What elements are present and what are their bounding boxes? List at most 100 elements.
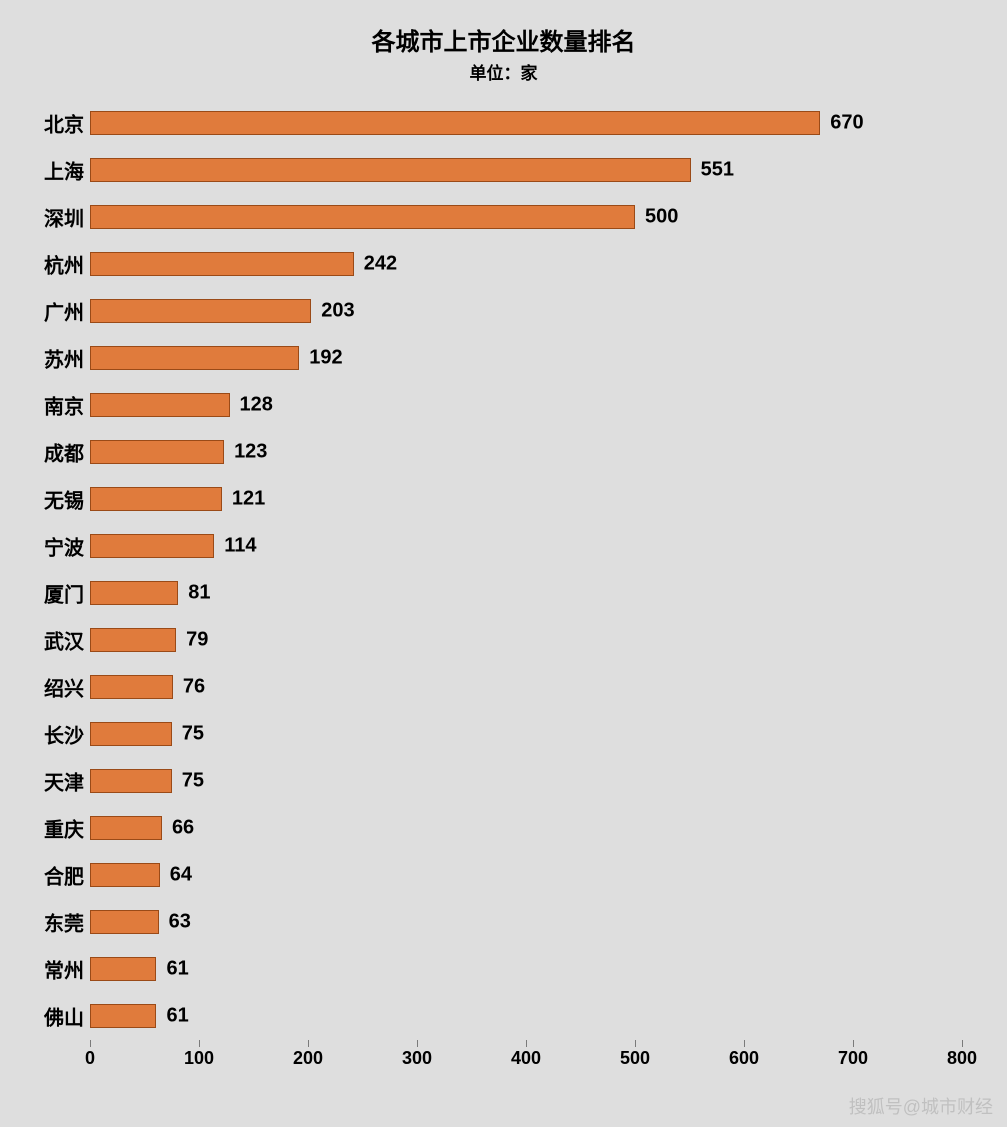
x-tick-mark bbox=[199, 1040, 200, 1047]
x-tick-mark bbox=[744, 1040, 745, 1047]
bar bbox=[90, 863, 160, 887]
bar-row: 武汉79 bbox=[90, 617, 962, 664]
bar-row: 苏州192 bbox=[90, 335, 962, 382]
bar-row: 长沙75 bbox=[90, 711, 962, 758]
bar-row: 无锡121 bbox=[90, 476, 962, 523]
x-tick-label: 600 bbox=[729, 1048, 759, 1069]
bar bbox=[90, 1004, 156, 1028]
bar-value-label: 192 bbox=[309, 347, 342, 370]
plot-area: 北京670上海551深圳500杭州242广州203苏州192南京128成都123… bbox=[90, 100, 962, 1070]
bar-category-label: 苏州 bbox=[0, 344, 84, 373]
bar-value-label: 203 bbox=[321, 300, 354, 323]
bar-row: 杭州242 bbox=[90, 241, 962, 288]
bar bbox=[90, 440, 224, 464]
bar-row: 宁波114 bbox=[90, 523, 962, 570]
bar bbox=[90, 628, 176, 652]
bar-row: 北京670 bbox=[90, 100, 962, 147]
bar-row: 重庆66 bbox=[90, 805, 962, 852]
bar-category-label: 长沙 bbox=[0, 720, 84, 749]
bar-category-label: 无锡 bbox=[0, 485, 84, 514]
x-tick-mark bbox=[962, 1040, 963, 1047]
bar-value-label: 61 bbox=[166, 1005, 188, 1028]
x-tick-label: 400 bbox=[511, 1048, 541, 1069]
bar-category-label: 武汉 bbox=[0, 626, 84, 655]
bar-row: 合肥64 bbox=[90, 852, 962, 899]
bar-category-label: 南京 bbox=[0, 391, 84, 420]
bar-value-label: 81 bbox=[188, 582, 210, 605]
chart-title: 各城市上市企业数量排名 bbox=[0, 22, 1007, 57]
x-tick-label: 800 bbox=[947, 1048, 977, 1069]
bar-category-label: 合肥 bbox=[0, 861, 84, 890]
bar-value-label: 66 bbox=[172, 817, 194, 840]
bar bbox=[90, 534, 214, 558]
bar-category-label: 重庆 bbox=[0, 814, 84, 843]
bar-value-label: 75 bbox=[182, 770, 204, 793]
bar bbox=[90, 393, 230, 417]
bars-region: 北京670上海551深圳500杭州242广州203苏州192南京128成都123… bbox=[90, 100, 962, 1040]
bar bbox=[90, 252, 354, 276]
bar-value-label: 114 bbox=[224, 535, 256, 558]
bar-row: 东莞63 bbox=[90, 899, 962, 946]
bar bbox=[90, 722, 172, 746]
chart-container: 各城市上市企业数量排名 单位：家 北京670上海551深圳500杭州242广州2… bbox=[0, 0, 1007, 1127]
bar-category-label: 佛山 bbox=[0, 1002, 84, 1031]
x-axis: 0100200300400500600700800 bbox=[90, 1040, 962, 1070]
bar-value-label: 76 bbox=[183, 676, 205, 699]
bar-row: 天津75 bbox=[90, 758, 962, 805]
bar-value-label: 121 bbox=[232, 488, 265, 511]
bar bbox=[90, 205, 635, 229]
bar-value-label: 79 bbox=[186, 629, 208, 652]
bar-row: 广州203 bbox=[90, 288, 962, 335]
bar bbox=[90, 346, 299, 370]
bar bbox=[90, 910, 159, 934]
bar-row: 南京128 bbox=[90, 382, 962, 429]
bar-value-label: 123 bbox=[234, 441, 267, 464]
bar-value-label: 61 bbox=[166, 958, 188, 981]
bar-row: 深圳500 bbox=[90, 194, 962, 241]
x-tick-mark bbox=[853, 1040, 854, 1047]
bar-value-label: 128 bbox=[240, 394, 273, 417]
bar-value-label: 242 bbox=[364, 253, 397, 276]
bar-value-label: 75 bbox=[182, 723, 204, 746]
bar-row: 常州61 bbox=[90, 946, 962, 993]
bar bbox=[90, 816, 162, 840]
bar bbox=[90, 299, 311, 323]
bar-value-label: 500 bbox=[645, 206, 678, 229]
bar-row: 厦门81 bbox=[90, 570, 962, 617]
x-tick-label: 200 bbox=[293, 1048, 323, 1069]
x-tick-mark bbox=[90, 1040, 91, 1047]
x-tick-mark bbox=[635, 1040, 636, 1047]
bar-category-label: 深圳 bbox=[0, 203, 84, 232]
bar-category-label: 成都 bbox=[0, 438, 84, 467]
bar-value-label: 64 bbox=[170, 864, 192, 887]
bar-row: 佛山61 bbox=[90, 993, 962, 1040]
bar-category-label: 宁波 bbox=[0, 532, 84, 561]
x-tick-label: 100 bbox=[184, 1048, 214, 1069]
bar-value-label: 551 bbox=[701, 159, 734, 182]
bar-category-label: 东莞 bbox=[0, 908, 84, 937]
chart-subtitle: 单位：家 bbox=[0, 59, 1007, 84]
bar-row: 绍兴76 bbox=[90, 664, 962, 711]
bar bbox=[90, 769, 172, 793]
bar-row: 成都123 bbox=[90, 429, 962, 476]
x-tick-label: 0 bbox=[85, 1048, 95, 1069]
bar bbox=[90, 158, 691, 182]
watermark: 搜狐号@城市财经 bbox=[849, 1093, 993, 1119]
x-tick-mark bbox=[308, 1040, 309, 1047]
bar-category-label: 常州 bbox=[0, 955, 84, 984]
bar-value-label: 670 bbox=[830, 112, 863, 135]
bar bbox=[90, 111, 820, 135]
x-tick-label: 300 bbox=[402, 1048, 432, 1069]
bar-category-label: 北京 bbox=[0, 109, 84, 138]
x-tick-label: 500 bbox=[620, 1048, 650, 1069]
bar bbox=[90, 581, 178, 605]
bar-category-label: 上海 bbox=[0, 156, 84, 185]
x-tick-label: 700 bbox=[838, 1048, 868, 1069]
bar-category-label: 天津 bbox=[0, 767, 84, 796]
bar bbox=[90, 957, 156, 981]
bar-value-label: 63 bbox=[169, 911, 191, 934]
bar-category-label: 广州 bbox=[0, 297, 84, 326]
bar bbox=[90, 675, 173, 699]
bar-category-label: 绍兴 bbox=[0, 673, 84, 702]
bar-category-label: 厦门 bbox=[0, 579, 84, 608]
